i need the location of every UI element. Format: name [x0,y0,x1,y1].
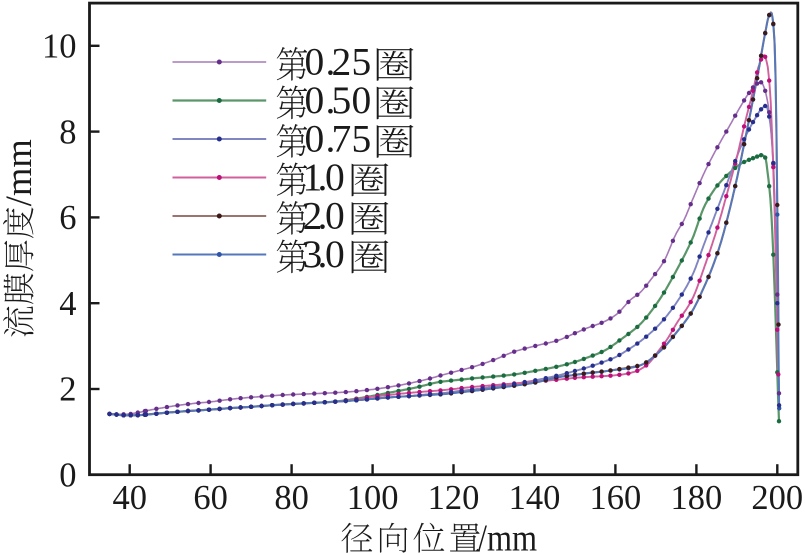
svg-text:4: 4 [59,285,76,323]
svg-text:80: 80 [274,479,309,517]
svg-text:1.0: 1.0 [303,155,345,199]
svg-text:180: 180 [671,479,723,517]
svg-text:6: 6 [59,199,76,237]
svg-text:40: 40 [112,479,147,517]
svg-text:0.25: 0.25 [305,40,372,84]
svg-text:100: 100 [347,479,399,517]
svg-text:/mm: /mm [478,518,537,555]
svg-text:2.0: 2.0 [303,194,345,238]
svg-text:8: 8 [59,113,76,151]
svg-text:10: 10 [42,28,77,66]
svg-text:2: 2 [59,371,76,409]
svg-text:/mm: /mm [0,139,39,206]
svg-text:60: 60 [193,479,228,517]
svg-text:3.0: 3.0 [303,232,345,276]
svg-text:200: 200 [751,479,803,517]
svg-text:0.75: 0.75 [305,117,372,161]
svg-text:160: 160 [590,479,642,517]
svg-text:0.50: 0.50 [305,78,372,122]
svg-text:140: 140 [509,479,561,517]
svg-text:0: 0 [59,457,76,495]
svg-text:120: 120 [428,479,480,517]
